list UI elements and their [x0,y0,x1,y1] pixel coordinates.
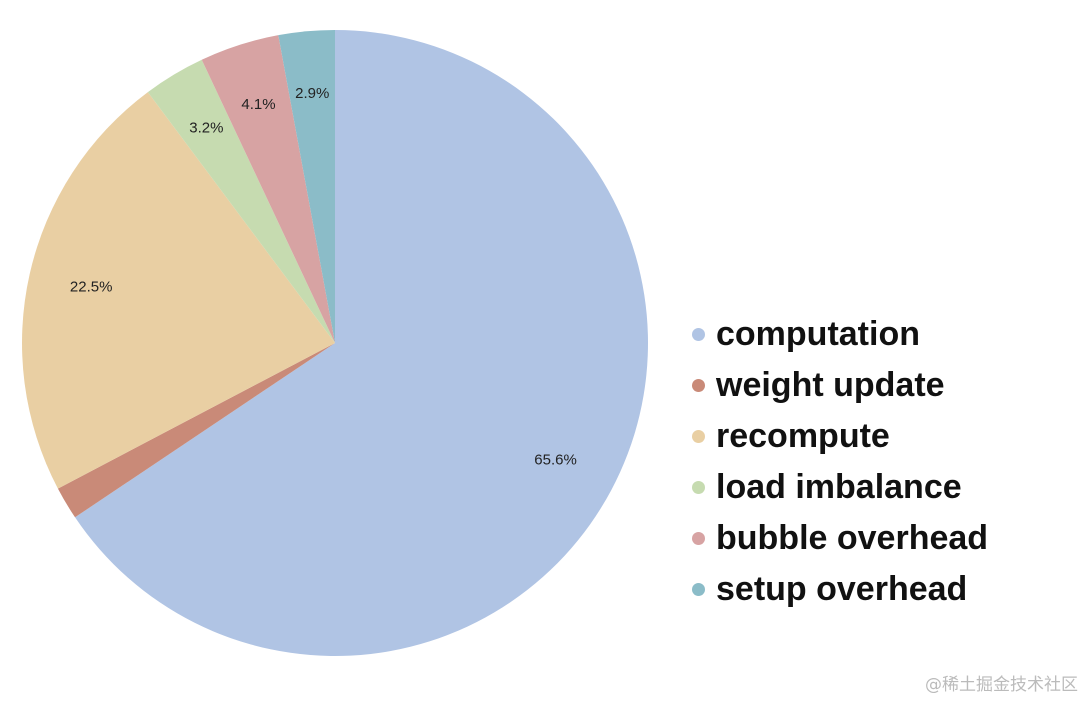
data-label: 3.2% [189,120,223,137]
data-label: 22.5% [70,279,113,296]
data-label: 65.6% [534,452,577,469]
legend-label: computation [716,315,920,353]
legend-item: computation [692,314,1012,354]
legend-marker [692,328,705,341]
pie-slice [21,92,335,489]
legend-item: weight update [692,365,1012,405]
data-label: 2.9% [295,85,329,102]
pie-slice [278,30,335,343]
watermark: @稀土掘金技术社区 [925,675,1078,695]
chart: 65.6% 22.5% 3.2% 4.1% 2.9% [21,30,648,656]
legend-marker [692,583,705,596]
legend-marker [692,532,705,545]
data-label: 4.1% [241,96,275,113]
legend-marker [692,430,705,443]
pie-slice [201,35,335,344]
legend-marker [692,379,705,392]
legend: computation weight update recompute load im… [692,314,1012,620]
legend-item: load imbalance [692,467,1012,507]
legend-label: recompute [716,417,890,455]
legend-label: setup overhead [716,570,968,608]
legend-label: weight update [716,366,945,404]
legend-label: bubble overhead [716,519,989,557]
legend-marker [692,481,705,494]
legend-item: setup overhead [692,569,1012,609]
legend-label: load imbalance [716,468,962,506]
legend-item: bubble overhead [692,518,1012,558]
pie-slice [147,59,335,344]
pie-slice [75,30,648,656]
legend-item: recompute [692,416,1012,456]
pie-slice [57,343,335,518]
